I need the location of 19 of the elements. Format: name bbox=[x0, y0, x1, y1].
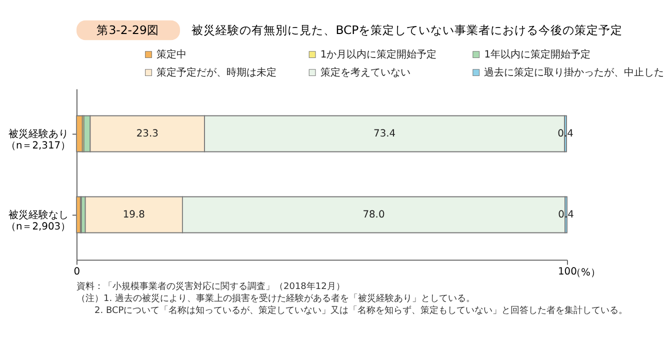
y-tick-label: 被災経験あり（n＝2,317） bbox=[6, 128, 71, 152]
y-tick-label: 被災経験なし（n＝2,903） bbox=[6, 208, 71, 233]
data-label: 19.8 bbox=[122, 209, 145, 220]
data-label: 78.0 bbox=[362, 209, 385, 220]
legend-label: 策定中 bbox=[156, 48, 187, 60]
data-label: 23.3 bbox=[136, 128, 158, 140]
x-tick-label: 0 bbox=[74, 266, 80, 278]
text: 資料：「小規模事業者の災害対応に関する調査」（2018年12月） bbox=[76, 281, 345, 292]
data-label: 73.4 bbox=[374, 128, 396, 140]
text: 2. BCPについて「名称は知っているが、策定していない」又は「名称を知らず、策定もしていない」と回答した者を集計している。 bbox=[94, 305, 628, 316]
x-tick-label: 100 bbox=[558, 266, 577, 278]
legend-label: 1か月以内に策定開始予定 bbox=[320, 48, 437, 60]
legend-label: 策定予定だが、時期は未定 bbox=[156, 66, 277, 78]
chart-title: 被災経験の有無別に見た、BCPを策定していない事業者における今後の策定予定 bbox=[192, 22, 623, 37]
text: 第3-2-29図 bbox=[96, 22, 159, 37]
legend-label: 1年以内に策定開始予定 bbox=[484, 48, 590, 60]
legend-label: 策定を考えていない bbox=[320, 66, 410, 78]
legend-label: 過去に策定に取り掛かったが、中止した bbox=[484, 66, 664, 78]
text: （注）1. 過去の被災により、事業上の損害を受けた経験がある者を「被災経験あり」としている。 bbox=[76, 293, 475, 304]
